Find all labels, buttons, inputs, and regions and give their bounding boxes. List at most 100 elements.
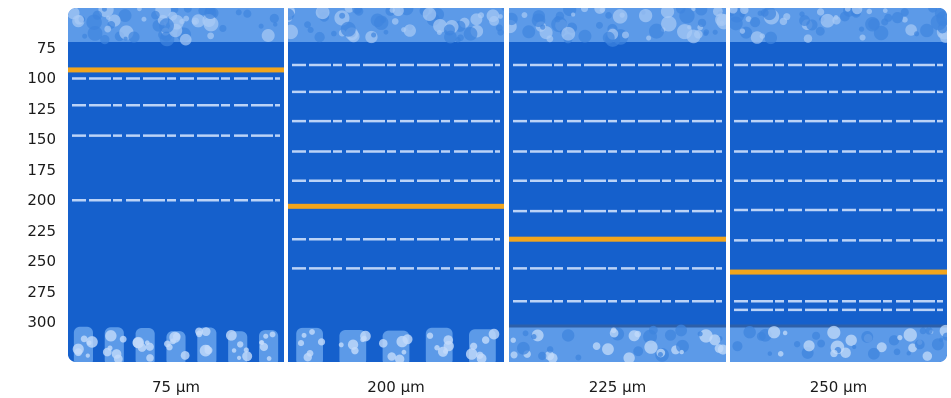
texture-speck	[612, 9, 628, 24]
texture-speck	[816, 8, 825, 16]
texture-speck	[258, 23, 264, 29]
texture-speck	[288, 8, 295, 21]
texture-speck	[660, 8, 675, 19]
panel-background	[730, 8, 947, 362]
texture-speck	[730, 8, 738, 14]
texture-speck	[501, 8, 504, 11]
texture-speck	[144, 340, 150, 346]
texture-speck	[389, 8, 396, 13]
texture-speck	[80, 335, 88, 343]
texture-speck	[900, 8, 909, 17]
texture-speck	[803, 34, 813, 43]
texture-speck	[942, 332, 947, 341]
texture-speck	[87, 26, 103, 41]
y-tick-label: 275	[27, 282, 56, 301]
y-tick-label: 100	[27, 69, 56, 88]
texture-speck	[344, 8, 355, 13]
texture-speck	[930, 14, 947, 31]
texture-speck	[378, 339, 388, 348]
texture-speck	[858, 26, 865, 32]
panel-label: 200 μm	[367, 378, 425, 396]
texture-speck	[664, 329, 677, 341]
texture-speck	[195, 330, 203, 338]
texture-speck	[803, 340, 815, 352]
y-tick-label: 225	[27, 221, 56, 240]
texture-speck	[602, 343, 614, 356]
texture-speck	[661, 16, 677, 32]
image-panels-frame	[68, 8, 947, 362]
texture-speck	[172, 332, 181, 341]
texture-speck	[106, 15, 111, 20]
texture-speck	[580, 8, 589, 13]
texture-speck	[679, 8, 695, 24]
texture-speck	[676, 339, 689, 353]
texture-speck	[538, 351, 547, 361]
texture-speck	[100, 34, 110, 45]
texture-speck	[387, 352, 396, 361]
image-panel-225um	[509, 8, 726, 362]
texture-speck	[546, 346, 554, 353]
texture-speck	[170, 338, 176, 345]
texture-speck	[609, 328, 619, 338]
texture-speck	[104, 25, 112, 33]
texture-speck	[340, 21, 356, 37]
texture-speck	[443, 335, 454, 345]
texture-speck	[633, 346, 644, 357]
texture-speck	[914, 31, 920, 37]
texture-speck	[183, 8, 192, 13]
texture-speck	[928, 8, 938, 13]
texture-speck	[301, 332, 307, 338]
texture-speck	[235, 9, 242, 16]
texture-speck	[881, 18, 889, 26]
texture-speck	[166, 343, 173, 351]
texture-speck	[657, 351, 663, 358]
texture-speck	[463, 27, 478, 41]
texture-speck	[522, 25, 536, 39]
texture-speck	[897, 334, 903, 341]
texture-speck	[760, 8, 769, 17]
texture-speck	[191, 19, 198, 25]
texture-speck	[844, 8, 851, 12]
texture-speck	[767, 326, 781, 339]
texture-speck	[105, 330, 117, 342]
texture-speck	[317, 338, 326, 346]
texture-speck	[331, 30, 337, 37]
texture-speck	[159, 18, 174, 34]
texture-speck	[745, 16, 752, 22]
texture-speck	[207, 32, 215, 40]
panel-label: 75 μm	[151, 378, 200, 396]
texture-speck	[426, 332, 434, 339]
texture-speck	[679, 349, 684, 355]
texture-speck	[712, 8, 723, 17]
texture-speck	[113, 354, 123, 362]
texture-speck	[739, 28, 746, 34]
texture-speck	[243, 347, 249, 353]
texture-speck	[361, 335, 367, 342]
texture-speck	[204, 8, 217, 19]
panel-canvas	[68, 8, 284, 362]
texture-speck	[547, 353, 558, 362]
texture-speck	[231, 348, 237, 353]
texture-speck	[827, 325, 841, 340]
texture-speck	[159, 31, 175, 47]
texture-speck	[551, 16, 568, 33]
texture-speck	[777, 351, 784, 357]
texture-speck	[339, 12, 346, 19]
texture-speck	[470, 13, 483, 26]
texture-speck	[743, 326, 756, 339]
texture-speck	[444, 30, 457, 44]
marker-line	[68, 67, 284, 73]
texture-speck	[266, 356, 272, 361]
texture-speck	[269, 13, 279, 24]
texture-speck	[793, 341, 801, 348]
marker-line	[288, 203, 504, 209]
texture-speck	[306, 349, 314, 357]
panel-canvas	[730, 8, 947, 362]
texture-speck	[908, 343, 918, 353]
texture-speck	[903, 328, 917, 342]
marker-line	[509, 236, 726, 242]
texture-speck	[876, 342, 887, 353]
texture-speck	[605, 12, 612, 19]
texture-speck	[845, 334, 857, 346]
texture-speck	[315, 8, 330, 20]
